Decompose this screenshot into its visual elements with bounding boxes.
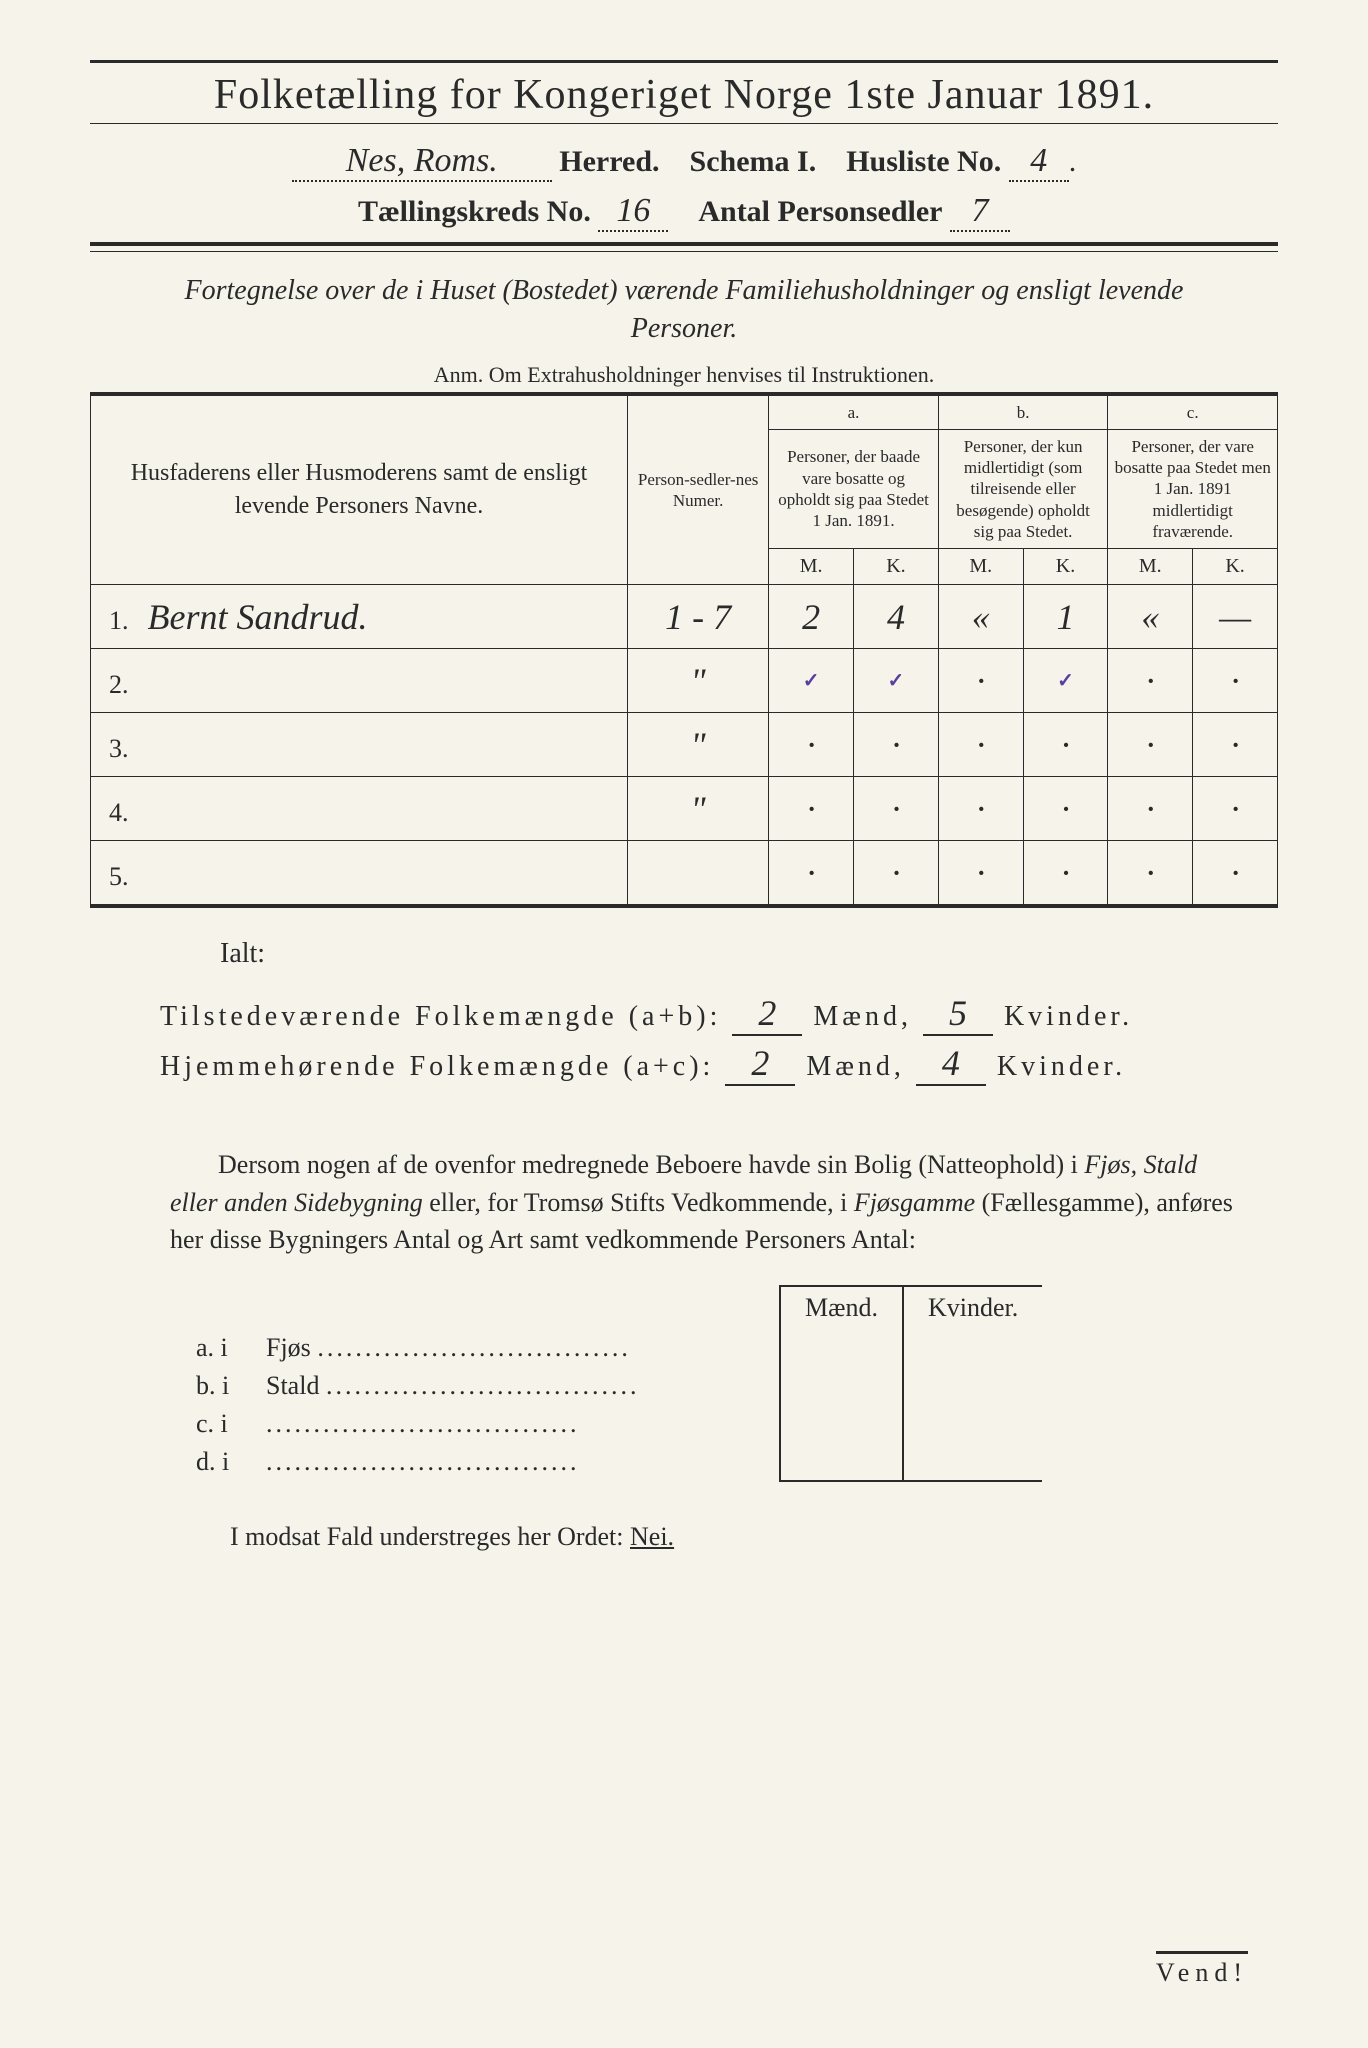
vend-label: Vend! (1156, 1951, 1248, 1988)
col-c-text: Personer, der vare bosatte paa Stedet me… (1108, 429, 1278, 548)
col-b-text: Personer, der kun midlertidigt (som tilr… (938, 429, 1108, 548)
col-c-label: c. (1108, 394, 1278, 430)
table-row: 1. Bernt Sandrud.1 - 724«1«— (91, 585, 1278, 649)
totals-resident: Hjemmehørende Folkemængde (a+c): 2 Mænd,… (160, 1042, 1278, 1086)
totals-present-k: 5 (923, 992, 993, 1036)
col-a-m: M. (769, 549, 854, 585)
kvinder-label: Kvinder. (1004, 1001, 1133, 1032)
table-row: 4. "······ (91, 777, 1278, 841)
col-b-label: b. (938, 394, 1108, 430)
rule-divider (90, 242, 1278, 252)
bygn-row: a. iFjøs ...............................… (190, 1329, 1042, 1367)
antal-label: Antal Personsedler (698, 195, 942, 228)
modsat-nei: Nei. (630, 1522, 674, 1551)
col-b-m: M. (938, 549, 1023, 585)
subtitle: Fortegnelse over de i Huset (Bostedet) v… (130, 272, 1238, 348)
col-a-text: Personer, der baade vare bosatte og opho… (769, 429, 939, 548)
main-table: Husfaderens eller Husmoderens samt de en… (90, 392, 1278, 906)
sidebygning-paragraph: Dersom nogen af de ovenfor medregnede Be… (170, 1146, 1238, 1259)
totals-present-label: Tilstedeværende Folkemængde (a+b): (160, 1001, 721, 1032)
kreds-no: 16 (598, 192, 668, 232)
herred-handwriting: Nes, Roms. (292, 142, 552, 182)
anm-note: Anm. Om Extrahusholdninger henvises til … (90, 362, 1278, 388)
table-row: 3. "······ (91, 713, 1278, 777)
husliste-no: 4 (1009, 142, 1069, 182)
totals-present: Tilstedeværende Folkemængde (a+b): 2 Mæn… (160, 992, 1278, 1036)
ialt-label: Ialt: (220, 938, 1278, 970)
bygning-table: Mænd. Kvinder. a. iFjøs ................… (190, 1285, 1042, 1482)
bygn-row: b. iStald ..............................… (190, 1367, 1042, 1405)
maend-label: Mænd, (813, 1001, 912, 1032)
totals-resident-k: 4 (916, 1042, 986, 1086)
modsat-line: I modsat Fald understreges her Ordet: Ne… (230, 1522, 1278, 1552)
totals-present-m: 2 (732, 992, 802, 1036)
bygn-row: c. i ................................. (190, 1405, 1042, 1443)
col-names: Husfaderens eller Husmoderens samt de en… (91, 394, 628, 585)
schema-label: Schema I. (690, 145, 817, 178)
bygn-maend-header: Mænd. (780, 1286, 903, 1329)
meta-line-1: Nes, Roms. Herred. Schema I. Husliste No… (90, 142, 1278, 182)
modsat-text: I modsat Fald understreges her Ordet: (230, 1522, 624, 1551)
col-numer: Person-sedler-nes Numer. (627, 394, 768, 585)
col-a-k: K. (854, 549, 939, 585)
husliste-label: Husliste No. (846, 145, 1001, 178)
bygn-kvinder-header: Kvinder. (903, 1286, 1042, 1329)
maend-label2: Mænd, (806, 1051, 905, 1082)
herred-label: Herred. (559, 145, 659, 178)
table-row: 5. ······ (91, 841, 1278, 905)
table-row: 2. "✓✓·✓·· (91, 649, 1278, 713)
col-a-label: a. (769, 394, 939, 430)
antal-val: 7 (950, 192, 1010, 232)
kvinder-label2: Kvinder. (997, 1051, 1126, 1082)
col-c-m: M. (1108, 549, 1193, 585)
bygn-row: d. i ................................. (190, 1443, 1042, 1481)
meta-line-2: Tællingskreds No. 16 Antal Personsedler … (90, 192, 1278, 232)
page-title: Folketælling for Kongeriget Norge 1ste J… (90, 60, 1278, 124)
col-b-k: K. (1023, 549, 1108, 585)
kreds-label: Tællingskreds No. (358, 195, 591, 228)
col-c-k: K. (1193, 549, 1278, 585)
totals-resident-label: Hjemmehørende Folkemængde (a+c): (160, 1051, 714, 1082)
totals-resident-m: 2 (725, 1042, 795, 1086)
